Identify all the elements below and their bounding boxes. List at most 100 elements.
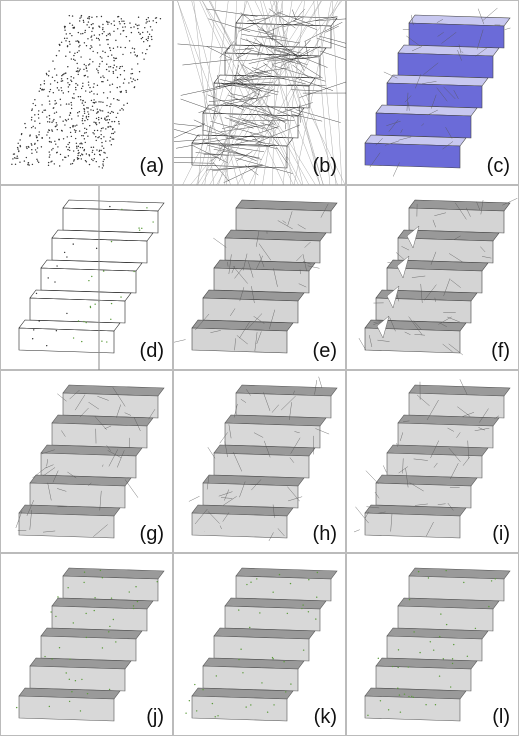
point (109, 47, 110, 48)
point (109, 106, 110, 107)
point (99, 66, 100, 67)
point (108, 70, 109, 71)
point (104, 152, 105, 153)
riser (192, 696, 287, 721)
point (29, 135, 30, 136)
tread (41, 75, 142, 86)
point (76, 147, 77, 148)
point (80, 147, 81, 148)
point (133, 271, 134, 272)
point (113, 73, 114, 74)
point (75, 680, 76, 681)
point (69, 15, 70, 16)
point (109, 140, 110, 141)
point (83, 105, 84, 106)
point (78, 74, 79, 75)
point (85, 90, 86, 91)
point (110, 137, 111, 138)
point (491, 580, 492, 581)
point (111, 144, 112, 145)
point (89, 92, 90, 93)
point (121, 209, 122, 210)
point (70, 127, 71, 128)
point (94, 34, 95, 35)
point (141, 38, 142, 39)
point (80, 16, 81, 17)
point (137, 63, 138, 64)
point (102, 33, 103, 34)
point (17, 156, 18, 157)
point (71, 58, 72, 59)
point (109, 206, 110, 207)
point (31, 110, 32, 111)
point (105, 128, 106, 129)
point (450, 686, 451, 687)
mesh-edge (235, 64, 267, 81)
point (132, 47, 133, 48)
point (57, 82, 58, 83)
point (138, 32, 139, 33)
point (138, 24, 139, 25)
point (48, 277, 49, 278)
point (126, 36, 127, 37)
point (49, 118, 50, 119)
point (78, 42, 79, 43)
point (37, 160, 38, 161)
point (87, 136, 88, 137)
point (202, 689, 203, 690)
mesh-edge (266, 17, 304, 33)
point (74, 60, 75, 61)
point (85, 30, 86, 31)
point (90, 48, 91, 49)
point (140, 33, 141, 34)
point (80, 56, 81, 57)
point (123, 109, 124, 110)
point (82, 154, 83, 155)
point (93, 133, 94, 134)
point (120, 91, 121, 92)
point (94, 610, 95, 611)
point (113, 71, 114, 72)
point (100, 138, 101, 139)
point (79, 45, 80, 46)
point (256, 578, 257, 579)
point (95, 122, 96, 123)
riser (41, 636, 136, 661)
point (52, 120, 53, 121)
panel: (j) (0, 553, 173, 736)
point (86, 132, 87, 133)
riser (63, 393, 158, 418)
point (65, 56, 66, 57)
point (87, 18, 88, 19)
point (124, 79, 125, 80)
point (96, 149, 97, 150)
point (82, 86, 83, 87)
point (112, 84, 113, 85)
point (25, 127, 26, 128)
point (64, 252, 65, 253)
point (90, 45, 91, 46)
point (135, 586, 136, 587)
point (79, 130, 80, 131)
riser (52, 423, 147, 448)
point (34, 143, 35, 144)
point (54, 80, 55, 81)
point (316, 597, 317, 598)
point (114, 25, 115, 26)
mesh-edge (502, 198, 517, 205)
point (84, 64, 85, 65)
point (80, 96, 81, 97)
point (79, 68, 80, 69)
point (443, 658, 444, 659)
point (452, 663, 453, 664)
point (82, 102, 83, 103)
point (129, 591, 130, 592)
point (411, 696, 412, 697)
point (111, 54, 112, 55)
point (15, 158, 16, 159)
point (467, 656, 468, 657)
point (133, 78, 134, 79)
riser (236, 208, 331, 233)
point (117, 99, 118, 100)
point (152, 221, 153, 222)
